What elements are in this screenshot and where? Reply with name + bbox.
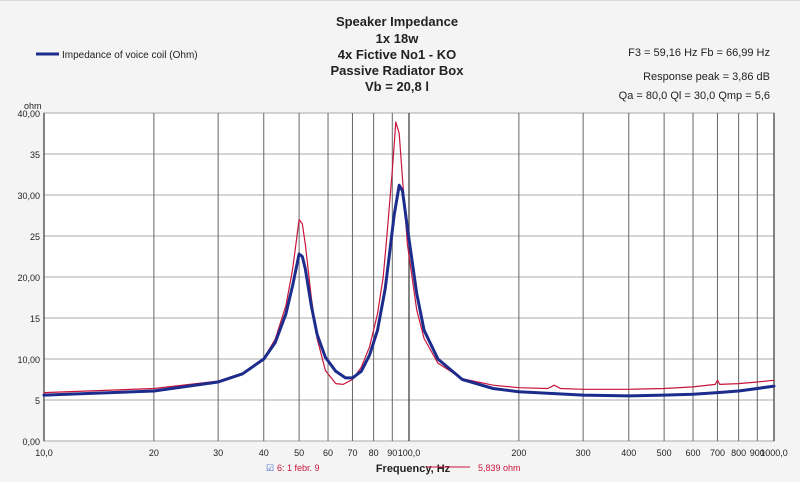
- x-tick-label: 800: [731, 448, 746, 458]
- y-tick-label: 15: [30, 314, 40, 324]
- x-tick-label: 40: [259, 448, 269, 458]
- chart-title-line-3: 4x Fictive No1 - KO: [338, 47, 456, 62]
- x-tick-label: 50: [294, 448, 304, 458]
- series-layer: [42, 121, 776, 398]
- chart-title-line-5: Vb = 20,8 l: [365, 79, 429, 94]
- footer-checkbox-icon[interactable]: ☑: [266, 463, 274, 473]
- info-line-3: Qa = 80,0 Ql = 30,0 Qmp = 5,6: [619, 90, 770, 102]
- x-axis-title: Frequency, Hz: [376, 463, 451, 475]
- footer-readout: 5,839 ohm: [478, 463, 521, 473]
- x-tick-label: 20: [149, 448, 159, 458]
- x-tick-label: 80: [369, 448, 379, 458]
- x-tick-label: 90: [387, 448, 397, 458]
- y-tick-label: 10,00: [17, 355, 40, 365]
- chart-title-line-1: Speaker Impedance: [336, 14, 458, 29]
- x-tick-label: 300: [576, 448, 591, 458]
- y-tick-label: 30,00: [17, 191, 40, 201]
- y-tick-label: 5: [35, 396, 40, 406]
- y-tick-label: 0,00: [22, 437, 40, 447]
- x-tick-label: 100,0: [398, 448, 421, 458]
- y-tick-label: 25: [30, 232, 40, 242]
- series-line: [43, 121, 775, 394]
- axis-labels: 0,00 5 10,00 15 20,00 25 30,00 35 40,00 10,0 20 30 4…: [17, 109, 787, 458]
- chart-title-line-2: 1x 18w: [376, 31, 420, 46]
- y-tick-label: 20,00: [17, 273, 40, 283]
- x-tick-label: 200: [511, 448, 526, 458]
- x-tick-label: 900: [750, 448, 765, 458]
- x-tick-label: 30: [213, 448, 223, 458]
- series-line: [42, 183, 776, 398]
- x-tick-label: 400: [621, 448, 636, 458]
- x-tick-label: 10,0: [35, 448, 53, 458]
- x-tick-label: 500: [657, 448, 672, 458]
- chart-title-line-4: Passive Radiator Box: [331, 63, 465, 78]
- x-tick-label: 60: [323, 448, 333, 458]
- grid: [43, 112, 775, 442]
- info-line-2: Response peak = 3,86 dB: [643, 71, 770, 83]
- x-tick-label: 700: [710, 448, 725, 458]
- y-tick-label: 35: [30, 150, 40, 160]
- info-line-1: F3 = 59,16 Hz Fb = 66,99 Hz: [628, 47, 770, 59]
- y-unit-label: ohm: [24, 101, 42, 111]
- x-tick-label: 1000,0: [760, 448, 788, 458]
- footer-series-tag: 6: 1 febr. 9: [277, 463, 320, 473]
- legend-label: Impedance of voice coil (Ohm): [62, 50, 198, 61]
- x-tick-label: 70: [347, 448, 357, 458]
- x-tick-label: 600: [686, 448, 701, 458]
- y-tick-label: 40,00: [17, 109, 40, 119]
